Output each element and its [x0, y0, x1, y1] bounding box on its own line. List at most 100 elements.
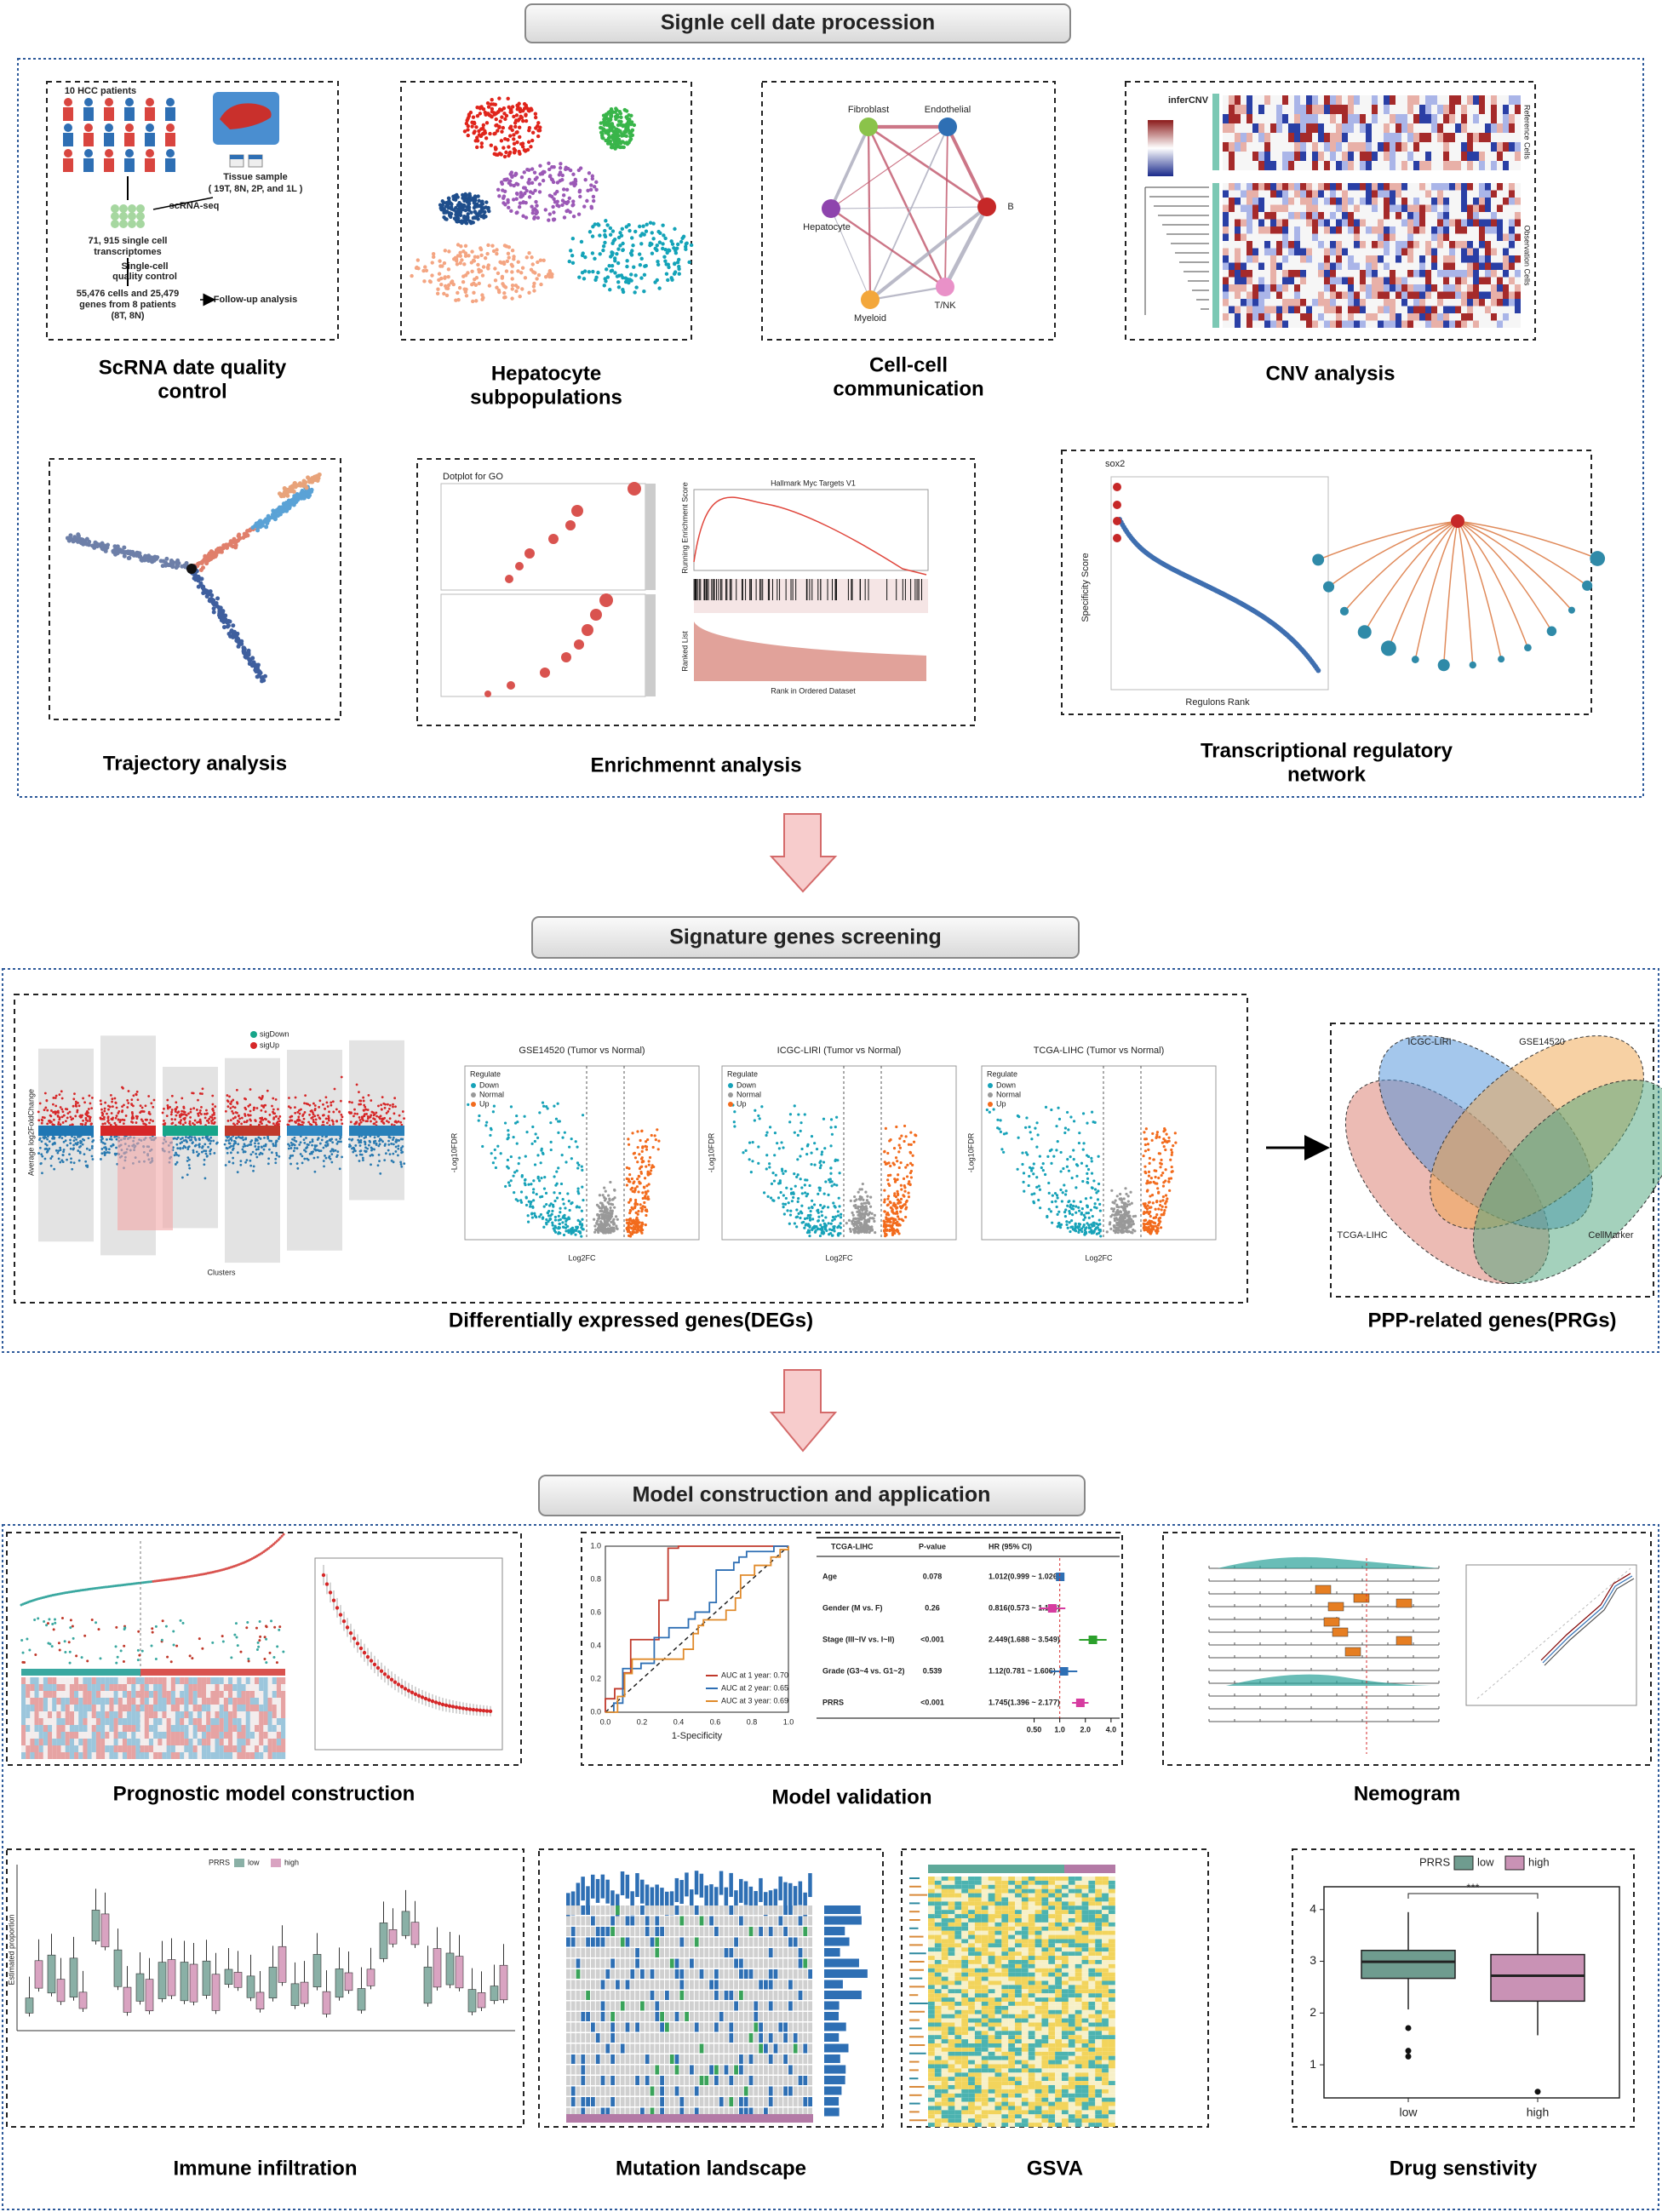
cnv-cell	[1449, 313, 1455, 321]
deg-dot	[187, 1112, 190, 1115]
deg-dot	[117, 1111, 120, 1115]
cnv-cell	[1378, 190, 1384, 198]
deg-dot	[38, 1146, 42, 1149]
cnv-cell	[1390, 248, 1396, 255]
deg-dot	[376, 1164, 380, 1167]
network-node	[1469, 661, 1476, 669]
deg-dot	[190, 1138, 193, 1142]
deg-dot	[132, 1094, 135, 1097]
side-bar	[1212, 183, 1219, 328]
cnv-cell	[1449, 123, 1455, 133]
cnv-cell	[1252, 233, 1258, 241]
deg-dot	[288, 1119, 291, 1122]
cnv-cell	[1461, 320, 1467, 328]
cnv-cell	[1473, 226, 1479, 234]
umap-dot	[626, 123, 631, 127]
cnv-cell	[1503, 204, 1509, 212]
umap-dot	[656, 262, 661, 267]
cnv-cell	[1515, 114, 1521, 123]
person-icon	[104, 158, 114, 172]
cnv-cell	[1276, 233, 1282, 241]
cnv-cell	[1390, 114, 1396, 123]
deg-dot	[262, 1144, 266, 1148]
umap-dot	[684, 242, 689, 246]
deg-dot	[322, 1146, 325, 1149]
umap-dot	[457, 206, 461, 210]
cnv-cell	[1258, 248, 1264, 255]
cnv-cell	[1223, 291, 1229, 299]
umap-dot	[616, 133, 621, 138]
cnv-cell	[1223, 299, 1229, 307]
cnv-cell	[1282, 123, 1288, 133]
deg-dot	[274, 1161, 278, 1165]
umap-dot	[593, 256, 597, 261]
umap-dot	[583, 177, 587, 182]
deg-dot	[381, 1117, 384, 1120]
umap-dot	[524, 118, 529, 123]
umap-dot	[580, 270, 585, 275]
umap-dot	[620, 134, 624, 138]
cnv-cell	[1431, 284, 1437, 292]
trajectory-dot	[214, 553, 219, 558]
cnv-cell	[1372, 291, 1378, 299]
umap-dot	[505, 259, 510, 263]
person-icon	[146, 98, 154, 106]
volcano-dot	[531, 1125, 535, 1129]
deg-dot	[163, 1122, 167, 1125]
deg-dot	[387, 1149, 390, 1152]
deg-dot	[330, 1153, 334, 1156]
deg-dot	[185, 1139, 188, 1143]
deg-dot	[135, 1117, 139, 1120]
cnv-cell	[1270, 313, 1276, 321]
cnv-cell	[1229, 161, 1235, 170]
umap-dot	[560, 198, 565, 203]
deg-dot	[313, 1104, 317, 1107]
go-dot	[574, 639, 584, 650]
cnv-cell	[1467, 270, 1473, 278]
umap-dot	[410, 273, 414, 278]
cnv-cell	[1425, 183, 1431, 191]
umap-dot	[463, 254, 468, 258]
cnv-cell	[1503, 313, 1509, 321]
umap-dot	[440, 264, 444, 268]
trajectory-dot	[285, 506, 290, 511]
cnv-cell	[1479, 277, 1485, 284]
facet-strip	[645, 594, 656, 696]
cnv-cell	[1479, 255, 1485, 263]
panel-label: Mutation landscape	[616, 2157, 806, 2180]
umap-dot	[538, 172, 542, 176]
cnv-cell	[1306, 212, 1312, 220]
cnv-cell	[1342, 320, 1348, 328]
cnv-cell	[1372, 233, 1378, 241]
deg-dot	[60, 1137, 64, 1140]
panel-label: Hepatocyte	[491, 362, 601, 385]
deg-dot	[40, 1153, 43, 1156]
umap-dot	[486, 105, 491, 109]
cnv-cell	[1425, 212, 1431, 220]
umap-dot	[538, 163, 542, 168]
trajectory-dot	[200, 565, 205, 570]
umap-dot	[526, 140, 531, 144]
umap-dot	[616, 285, 622, 289]
cnv-cell	[1455, 123, 1461, 133]
cnv-cell	[1324, 219, 1330, 226]
umap-dot	[561, 193, 566, 198]
deg-dot	[53, 1141, 56, 1144]
cnv-cell	[1288, 291, 1294, 299]
umap-dot	[567, 196, 571, 200]
cnv-cell	[1437, 306, 1443, 313]
cnv-cell	[1455, 270, 1461, 278]
deg-dot	[243, 1120, 246, 1124]
deg-dot	[318, 1099, 322, 1103]
cnv-cell	[1360, 291, 1366, 299]
umap-dot	[614, 106, 618, 111]
deg-dot	[389, 1136, 392, 1139]
cnv-cell	[1396, 226, 1401, 234]
deg-dot	[45, 1099, 49, 1103]
cnv-cell	[1288, 320, 1294, 328]
umap-dot	[512, 137, 516, 141]
network-edge	[1457, 520, 1502, 660]
cnv-cell	[1491, 320, 1497, 328]
deg-dot	[255, 1148, 258, 1151]
comm-edge	[867, 126, 947, 288]
